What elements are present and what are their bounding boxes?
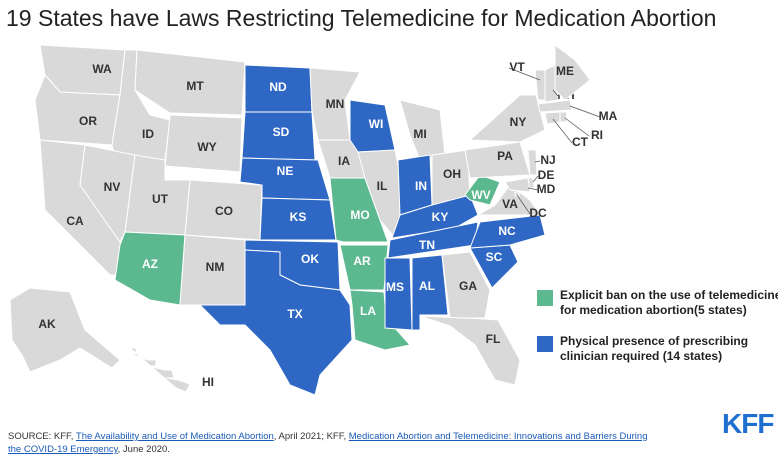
state-label: HI: [202, 375, 214, 389]
state-shape: [476, 184, 541, 216]
state-label: AL: [419, 279, 435, 293]
leader-line: [508, 67, 541, 81]
state-label: VT: [509, 60, 525, 74]
state-label: IN: [415, 179, 427, 193]
state-shape: [504, 177, 531, 193]
state-label: ME: [556, 64, 574, 78]
state-shape: [544, 111, 561, 125]
state-label: IL: [377, 179, 388, 193]
source-link[interactable]: Medication Abortion and Telemedicine: In…: [8, 431, 648, 455]
state-label: WV: [471, 188, 490, 202]
source: SOURCE: KFF, The Availability and Use of…: [8, 430, 648, 456]
legend-label: clinician required (14 states): [560, 349, 722, 363]
logo: KFF: [722, 408, 774, 439]
state-label: NC: [498, 224, 516, 238]
state-shape: [537, 99, 573, 113]
state-shape: [9, 287, 121, 373]
state-label: VA: [502, 197, 518, 211]
source-link[interactable]: The Availability and Use of Medication A…: [75, 431, 274, 442]
state-label: GA: [459, 279, 477, 293]
state-label: ND: [269, 80, 287, 94]
state-shape: [527, 149, 538, 176]
title: 19 States have Laws Restricting Telemedi…: [6, 5, 716, 31]
state-label: KS: [290, 210, 307, 224]
state-shape: [79, 144, 136, 243]
state-label: NM: [206, 260, 225, 274]
state-label: CA: [66, 214, 84, 228]
state-shape: [198, 249, 353, 396]
state-label: MS: [386, 280, 404, 294]
state-label: AK: [38, 317, 56, 331]
state-label: SC: [486, 250, 503, 264]
state-shape: [468, 94, 546, 143]
state-shape: [128, 347, 191, 393]
leader-line: [569, 105, 601, 118]
state-shape: [469, 214, 546, 249]
state-label: FL: [486, 332, 501, 346]
state-label: MI: [413, 127, 426, 141]
state-label: AZ: [142, 257, 158, 271]
state-label: MD: [537, 182, 556, 196]
legend-label: Physical presence of prescribing: [560, 334, 748, 348]
state-label: MN: [326, 97, 345, 111]
state-label: ID: [142, 127, 154, 141]
leader-line: [552, 89, 559, 97]
state-label: NJ: [540, 153, 555, 167]
state-label: WI: [369, 117, 384, 131]
state-label: TX: [287, 307, 302, 321]
state-label: KY: [432, 210, 449, 224]
state-label: AR: [353, 254, 371, 268]
leader-line: [532, 175, 539, 183]
map: 19 States have Laws Restricting Telemedi…: [6, 5, 778, 396]
source-text: SOURCE: KFF,: [8, 431, 76, 442]
state-label: LA: [360, 304, 376, 318]
state-shape: [349, 289, 411, 351]
state-label: SD: [273, 125, 290, 139]
state-shape: [134, 49, 246, 116]
state-label: DE: [538, 168, 555, 182]
legend-label: Explicit ban on the use of telemedicine: [560, 288, 778, 302]
legend-swatch: [537, 290, 553, 306]
state-shape: [464, 174, 501, 206]
leader-line: [516, 194, 531, 215]
state-label: WA: [92, 62, 112, 76]
state-label: RI: [591, 128, 603, 142]
state-label: OH: [443, 167, 461, 181]
state-label: NV: [104, 180, 121, 194]
state-label: MT: [186, 79, 204, 93]
state-label: WY: [197, 140, 216, 154]
state-shape: [514, 191, 520, 197]
state-shape: [419, 315, 521, 386]
legend-swatch: [537, 336, 553, 352]
state-label: TN: [419, 238, 435, 252]
state-label: CT: [572, 135, 589, 149]
state-shape: [559, 111, 568, 123]
state-shape: [164, 114, 243, 173]
source-text: , June 2020.: [117, 444, 170, 455]
state-shape: [441, 251, 491, 319]
leader-line: [552, 118, 573, 144]
state-label: OK: [301, 252, 319, 266]
state-label: IA: [338, 154, 350, 168]
state-label: DC: [529, 206, 547, 220]
leader-line: [564, 117, 590, 137]
state-label: NY: [510, 115, 527, 129]
leader-line: [534, 160, 541, 163]
state-label: CO: [215, 204, 233, 218]
state-label: MO: [350, 208, 369, 222]
state-shape: [554, 44, 591, 101]
source-text: , April 2021; KFF,: [273, 431, 349, 442]
state-label: UT: [152, 192, 169, 206]
state-label: PA: [497, 149, 513, 163]
leader-line: [527, 187, 539, 191]
state-label: NE: [277, 164, 294, 178]
state-shape: [339, 244, 389, 291]
legend-label: for medication abortion(5 states): [560, 303, 747, 317]
state-label: OR: [79, 114, 97, 128]
state-label: MA: [599, 109, 618, 123]
